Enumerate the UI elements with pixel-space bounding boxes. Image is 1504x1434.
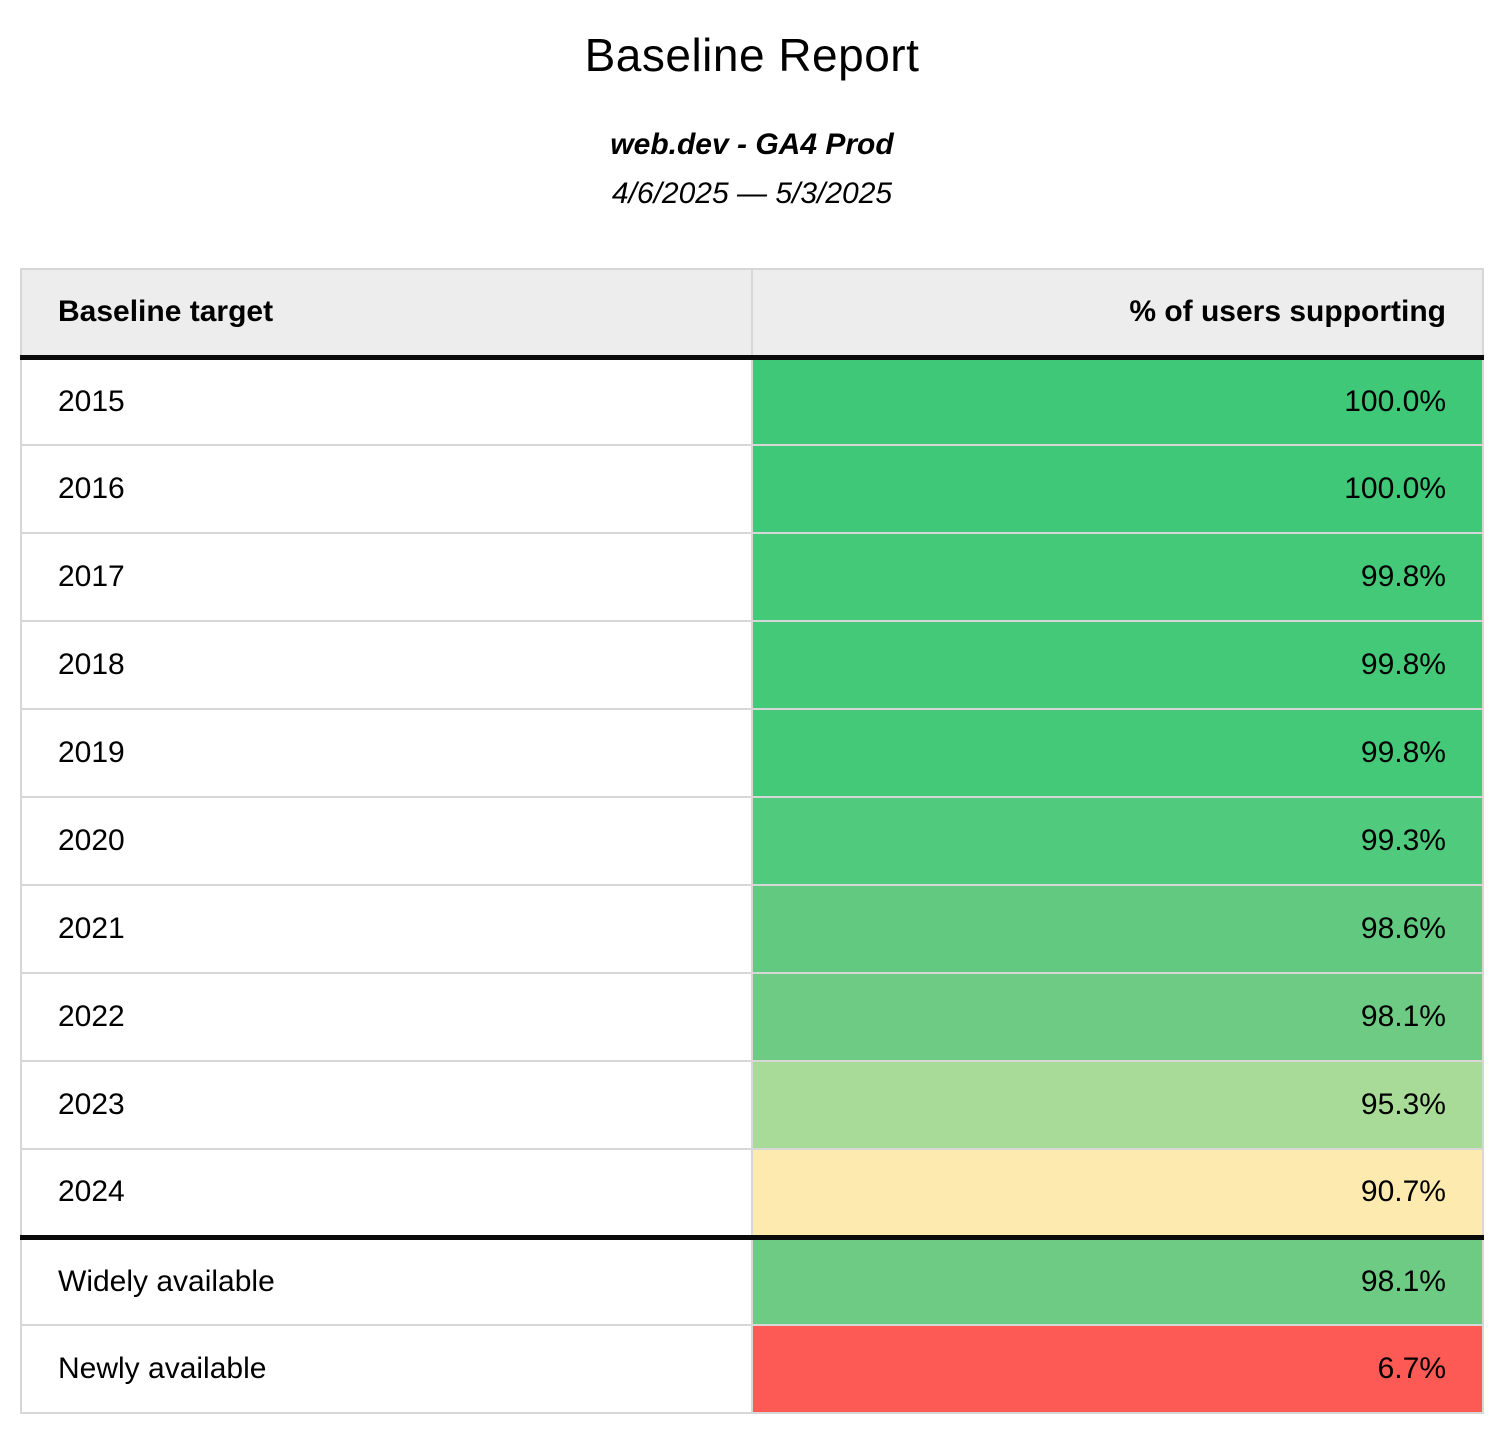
table-row: 2019 99.8%: [20, 708, 1484, 799]
baseline-target-cell: 2015: [20, 356, 753, 447]
pct-users-supporting-cell: 99.8%: [751, 532, 1484, 623]
table-row: Newly available 6.7%: [20, 1324, 1484, 1415]
pct-users-supporting-cell: 99.3%: [751, 796, 1484, 887]
table-row: 2021 98.6%: [20, 884, 1484, 975]
pct-users-supporting-cell: 99.8%: [751, 708, 1484, 799]
pct-users-supporting-cell: 98.1%: [751, 1234, 1484, 1327]
baseline-target-cell: Widely available: [20, 1234, 753, 1327]
table-row: 2020 99.3%: [20, 796, 1484, 887]
table-row: 2024 90.7%: [20, 1148, 1484, 1239]
pct-users-supporting-cell: 100.0%: [751, 356, 1484, 447]
baseline-target-cell: 2023: [20, 1060, 753, 1151]
baseline-target-cell: 2020: [20, 796, 753, 887]
baseline-target-cell: Newly available: [20, 1324, 753, 1415]
column-header-baseline-target: Baseline target: [20, 268, 753, 360]
pct-users-supporting-cell: 100.0%: [751, 444, 1484, 535]
table-row: 2018 99.8%: [20, 620, 1484, 711]
pct-users-supporting-cell: 6.7%: [751, 1324, 1484, 1415]
baseline-target-cell: 2018: [20, 620, 753, 711]
table-row: 2023 95.3%: [20, 1060, 1484, 1151]
table-body: 2015 100.0% 2016 100.0% 2017 99.8% 2018 99.8% 20…: [20, 356, 1484, 1415]
table-header: Baseline target % of users supporting: [20, 268, 1484, 360]
header-row: Baseline target % of users supporting: [20, 268, 1484, 360]
baseline-target-cell: 2019: [20, 708, 753, 799]
pct-users-supporting-cell: 98.1%: [751, 972, 1484, 1063]
table-row: 2022 98.1%: [20, 972, 1484, 1063]
baseline-table: Baseline target % of users supporting 20…: [20, 268, 1484, 1415]
baseline-target-cell: 2021: [20, 884, 753, 975]
pct-users-supporting-cell: 95.3%: [751, 1060, 1484, 1151]
pct-users-supporting-cell: 90.7%: [751, 1148, 1484, 1239]
table-row: 2016 100.0%: [20, 444, 1484, 535]
date-range: 4/6/2025 — 5/3/2025: [611, 177, 893, 211]
pct-users-supporting-cell: 99.8%: [751, 620, 1484, 711]
table-row: 2015 100.0%: [20, 356, 1484, 447]
column-header-pct-users-supporting: % of users supporting: [751, 268, 1484, 360]
pct-users-supporting-cell: 98.6%: [751, 884, 1484, 975]
baseline-target-cell: 2017: [20, 532, 753, 623]
baseline-target-cell: 2016: [20, 444, 753, 535]
table-row: Widely available 98.1%: [20, 1234, 1484, 1327]
property-label: web.dev - GA4 Prod: [610, 128, 894, 162]
page-title: Baseline Report: [584, 29, 920, 81]
baseline-target-cell: 2022: [20, 972, 753, 1063]
baseline-target-cell: 2024: [20, 1148, 753, 1239]
table-row: 2017 99.8%: [20, 532, 1484, 623]
